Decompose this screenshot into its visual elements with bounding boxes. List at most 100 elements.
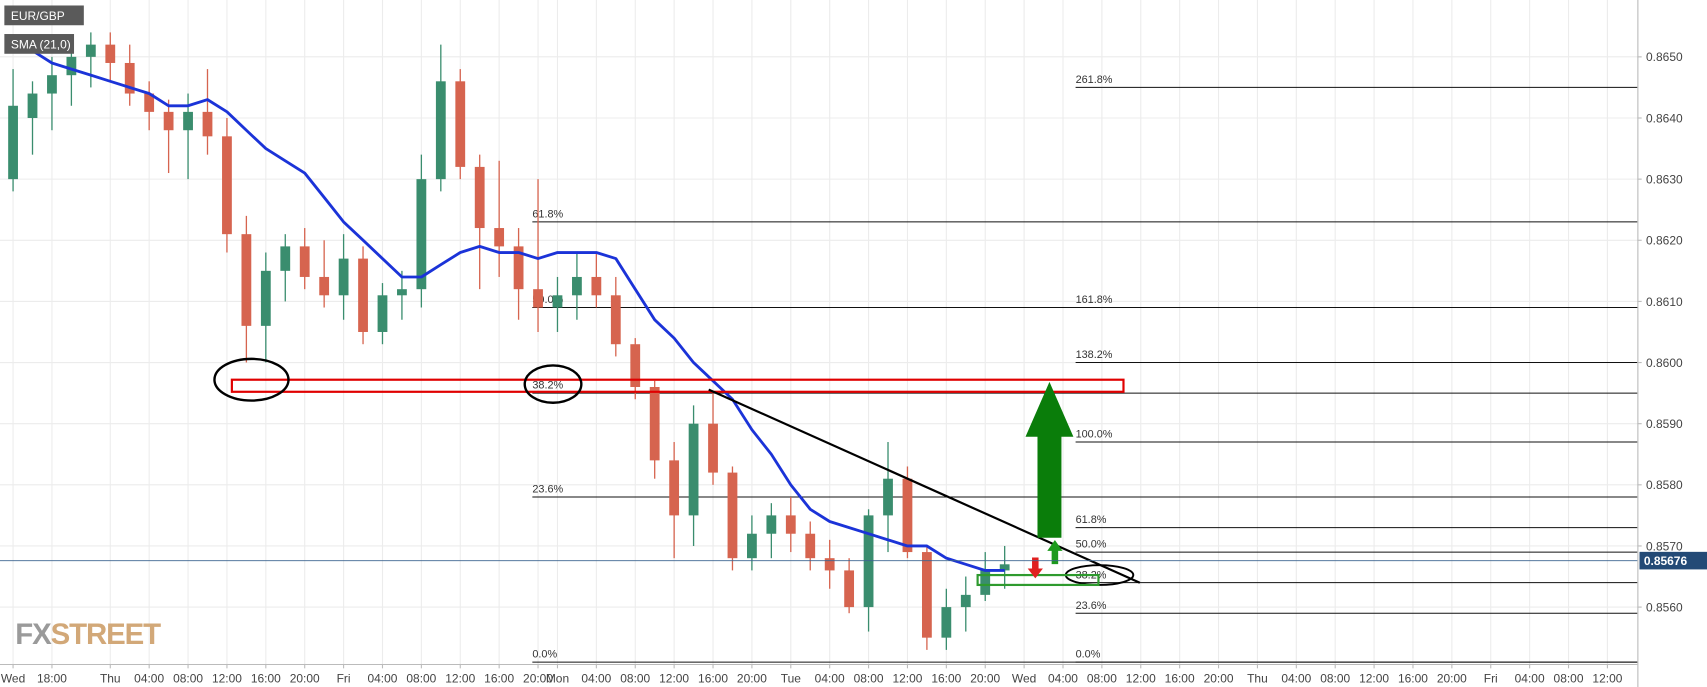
legend-box — [4, 5, 84, 26]
x-tick-label: 04:00 — [368, 672, 398, 686]
x-tick-label: 12:00 — [892, 672, 922, 686]
x-tick-label: 16:00 — [484, 672, 514, 686]
candle-body — [416, 179, 427, 290]
watermark-street: STREET — [51, 618, 161, 651]
x-tick-label: Fri — [1484, 672, 1498, 686]
x-tick-label: 04:00 — [1281, 672, 1311, 686]
y-tick-label: 0.8630 — [1646, 172, 1683, 186]
y-tick-label: 0.8580 — [1646, 478, 1683, 492]
fib-label: 261.8% — [1076, 74, 1113, 86]
candle-body — [708, 423, 718, 473]
x-tick-label: 20:00 — [970, 672, 1000, 686]
x-tick-label: 20:00 — [737, 672, 767, 686]
fib-label: 0.0% — [532, 649, 557, 661]
x-tick-label: 12:00 — [1126, 672, 1156, 686]
x-tick-label: 08:00 — [854, 672, 884, 686]
x-tick-label: 12:00 — [1359, 672, 1389, 686]
candle-body — [999, 564, 1010, 571]
candle-body — [805, 533, 816, 559]
candle-body — [66, 56, 77, 76]
fib-label: 23.6% — [532, 484, 563, 496]
candle-body — [572, 276, 582, 296]
candle-body — [280, 246, 291, 271]
candle-body — [377, 295, 388, 332]
candle-body — [27, 93, 38, 118]
candle-body — [299, 246, 310, 277]
candle-body — [183, 111, 193, 131]
y-tick-label: 0.8560 — [1646, 600, 1683, 614]
candle-body — [883, 478, 893, 516]
candle-body — [435, 81, 446, 180]
candle-body — [47, 75, 57, 94]
x-tick-label: 04:00 — [581, 672, 611, 686]
x-tick-label: 12:00 — [659, 672, 689, 686]
x-tick-label: 20:00 — [523, 672, 553, 686]
watermark-fx: FX — [15, 618, 52, 651]
x-tick-label: Thu — [100, 672, 121, 686]
candle-body — [824, 558, 835, 571]
x-tick-label: 08:00 — [1320, 672, 1350, 686]
x-tick-label: 12:00 — [1592, 672, 1622, 686]
x-tick-label: Mon — [546, 672, 569, 686]
candle-body — [921, 552, 932, 638]
x-tick-label: 12:00 — [445, 672, 475, 686]
x-tick-label: 04:00 — [134, 672, 164, 686]
down-arrow-small — [1027, 557, 1043, 579]
candle-body — [610, 295, 621, 345]
candle-body — [552, 295, 563, 308]
x-tick-label: 16:00 — [931, 672, 961, 686]
axes: 0.8560 0.8570 0.8580 0.8590 0.8600 0.8610 0.86… — [0, 50, 1707, 686]
candle-body — [727, 472, 738, 559]
legend-sma: SMA (21,0) — [11, 37, 71, 51]
y-tick-label: 0.8570 — [1646, 539, 1683, 553]
candle-body — [669, 460, 680, 516]
candle-body — [222, 136, 232, 235]
y-tick-label: 0.8620 — [1646, 234, 1683, 248]
candle-body — [766, 515, 777, 534]
grid — [0, 0, 1638, 664]
candle-body — [533, 289, 543, 308]
fib-label: 0.0% — [1076, 649, 1101, 661]
x-tick-label: 08:00 — [1087, 672, 1117, 686]
x-tick-label: 16:00 — [698, 672, 728, 686]
x-tick-label: 16:00 — [251, 672, 281, 686]
watermark: FXSTREET — [15, 618, 161, 651]
y-tick-label: 0.8600 — [1646, 356, 1683, 370]
x-tick-label: 04:00 — [815, 672, 845, 686]
candle-body — [163, 111, 174, 131]
circle-marker — [213, 357, 290, 402]
candle-body — [960, 594, 971, 608]
x-tick-label: 04:00 — [1048, 672, 1078, 686]
candle-body — [630, 344, 641, 388]
x-tick-label: 08:00 — [1554, 672, 1584, 686]
candle-body — [688, 423, 699, 516]
x-tick-label: 20:00 — [290, 672, 320, 686]
x-tick-label: Wed — [1012, 672, 1036, 686]
candle-body — [455, 81, 466, 167]
fib-label: 61.8% — [532, 209, 563, 221]
circle-marker — [523, 364, 583, 404]
trend-line — [708, 388, 1141, 584]
candle-body — [397, 289, 407, 296]
candle-body — [144, 93, 155, 112]
x-tick-label: 04:00 — [1515, 672, 1545, 686]
x-tick-label: 20:00 — [1437, 672, 1467, 686]
y-tick-label: 0.8650 — [1646, 50, 1683, 64]
candle-body — [85, 44, 96, 57]
y-tick-label: 0.8590 — [1646, 417, 1683, 431]
x-tick-label: Thu — [1247, 672, 1268, 686]
resistance-box — [230, 378, 1125, 393]
fibonacci-levels: 61.8% 50.0% 38.2% 23.6% 0.0% 261.8% 161.8% 138.… — [532, 74, 1638, 663]
fib-label: 61.8% — [1076, 514, 1107, 526]
x-tick-label: 08:00 — [406, 672, 436, 686]
candles — [8, 32, 1010, 650]
fib-label: 50.0% — [1076, 539, 1107, 551]
candle-body — [844, 570, 855, 608]
candle-body — [513, 246, 524, 290]
x-tick-label: 12:00 — [212, 672, 242, 686]
candle-body — [902, 478, 913, 553]
candle-body — [980, 570, 991, 595]
last-price-label: 0.85676 — [1644, 554, 1688, 568]
